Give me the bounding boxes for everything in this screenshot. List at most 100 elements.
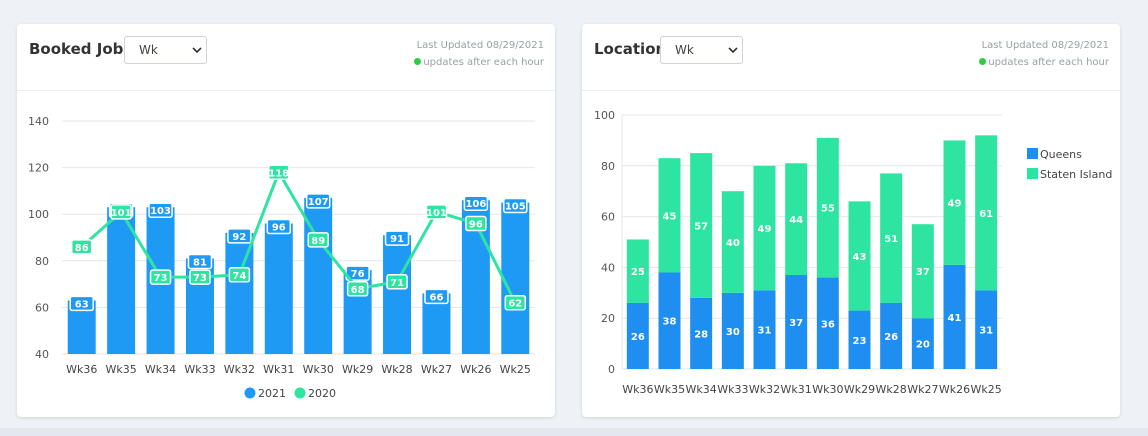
data-label: 71 [390,278,404,289]
data-label-box [463,195,489,211]
bar-segment-Wk33 [721,191,744,293]
bar-segment-Wk29 [848,310,871,369]
bar-segment-Wk30 [816,137,839,278]
y-tick-label: 140 [28,115,49,128]
y-tick-label: 40 [35,348,49,361]
data-label-box [504,294,527,311]
update-note: updates after each hour [414,54,544,71]
data-label: 36 [821,319,835,330]
data-label: 28 [694,329,708,340]
update-note-text: updates after each hour [423,57,544,68]
y-tick-label: 100 [594,109,615,122]
data-label: 74 [232,271,246,282]
status-dot-icon [414,58,422,65]
data-label: 26 [631,332,645,343]
bar-segment-Wk27 [911,224,934,319]
data-label-box [70,239,93,255]
data-label: 107 [308,197,329,208]
data-label: 96 [469,220,483,231]
data-label-box [424,288,449,305]
bar-Wk35 [107,207,136,354]
x-tick-label: Wk28 [381,363,412,376]
data-label: 61 [979,209,993,220]
status-dot-icon [979,58,987,65]
y-tick-label: 0 [608,363,615,376]
bar-segment-Wk34 [690,153,713,298]
data-label: 45 [663,211,677,222]
x-tick-label: Wk33 [184,363,215,376]
update-info: Last Updated 08/29/2021 updates after ea… [414,37,544,71]
data-label: 38 [663,317,677,328]
data-label-box [187,253,213,270]
card-header: Booked Jobs Wk Last Updated 08/29/2021 u… [17,24,555,91]
data-label-box [148,202,173,218]
bar-segment-Wk31 [785,163,808,276]
chevron-down-icon [192,47,202,54]
data-label: 106 [465,199,486,210]
period-select-value: Wk [139,43,158,57]
data-label: 30 [726,327,740,338]
data-label: 26 [884,332,898,343]
update-note: updates after each hour [979,54,1109,71]
bar-segment-Wk30 [816,277,839,369]
data-label: 62 [508,299,522,310]
data-label: 92 [232,232,246,243]
data-label-box [189,269,211,285]
data-label-box [465,215,487,232]
card-title: Location [594,40,667,58]
x-tick-label: Wk31 [263,363,294,376]
data-label: 23 [853,336,867,347]
x-tick-label: Wk26 [939,383,970,396]
x-tick-label: Wk27 [421,363,452,376]
y-tick-label: 100 [28,208,49,221]
bar-segment-Wk28 [880,302,903,369]
bar-segment-Wk27 [911,318,934,369]
chevron-down-icon [728,47,738,54]
data-label-box [228,267,251,283]
data-label: 25 [631,267,645,278]
data-label: 20 [916,340,930,351]
booked-jobs-card: Booked Jobs Wk Last Updated 08/29/2021 u… [17,24,555,417]
x-tick-label: Wk33 [717,383,748,396]
x-tick-label: Wk27 [907,383,938,396]
data-label: 44 [789,215,803,226]
bar-segment-Wk31 [785,275,808,369]
bar-segment-Wk32 [753,290,776,369]
data-label: 81 [193,257,207,268]
period-select-value: Wk [675,43,694,57]
data-label: 118 [268,168,289,179]
bar-segment-Wk32 [753,165,776,291]
data-label: 101 [111,208,132,219]
data-label-box [425,204,448,220]
bar-segment-Wk25 [975,135,998,291]
y-tick-label: 60 [601,211,615,224]
x-tick-label: Wk35 [106,363,137,376]
period-select[interactable]: Wk [124,36,207,64]
y-tick-label: 80 [601,160,615,173]
legend-marker [1027,168,1038,179]
bar-segment-Wk25 [975,290,998,369]
y-tick-label: 60 [35,301,49,314]
data-label: 31 [979,326,993,337]
bar-segment-Wk29 [848,201,871,311]
x-tick-label: Wk31 [781,383,812,396]
data-label-box [305,193,331,209]
legend-label: 2021 [258,387,286,400]
bar-segment-Wk34 [690,297,713,369]
legend-marker [294,387,306,399]
bar-segment-Wk26 [943,140,966,265]
bar-Wk31 [264,223,293,354]
data-label: 73 [154,273,168,284]
data-label: 55 [821,204,835,215]
data-label-box [268,164,290,181]
data-label: 43 [853,252,867,263]
data-label: 91 [390,234,404,245]
data-label-box [346,281,369,297]
x-tick-label: Wk34 [145,363,176,376]
legend-label: Queens [1040,148,1082,161]
period-select[interactable]: Wk [660,36,743,64]
bottom-strip [0,428,1148,436]
data-label: 31 [758,326,772,337]
data-label-box [69,295,94,312]
y-tick-label: 120 [28,162,49,175]
